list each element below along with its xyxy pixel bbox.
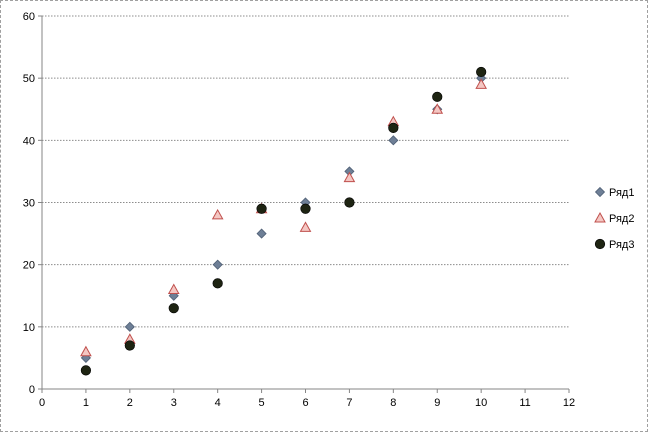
- y-tick-label: 10: [23, 322, 35, 334]
- data-point-series-3: [344, 197, 355, 208]
- data-point-series-2: [211, 208, 224, 220]
- data-point-series-3: [212, 278, 223, 289]
- data-point-series-3: [80, 365, 92, 376]
- x-tick-label: 5: [259, 397, 265, 409]
- x-tick-label: 3: [171, 397, 177, 409]
- legend-marker-series-3: [594, 238, 606, 250]
- data-point-series-2: [343, 171, 356, 183]
- y-tick-label: 40: [23, 135, 35, 147]
- data-point-series-1: [212, 259, 223, 270]
- x-tick-label: 10: [475, 397, 487, 409]
- y-tick-label: 30: [23, 198, 35, 210]
- data-point-series-2: [431, 103, 444, 114]
- y-tick-label: 20: [23, 260, 35, 272]
- legend-label: Ряд1: [609, 187, 634, 199]
- data-point-series-2: [475, 78, 488, 89]
- x-tick-label: 12: [563, 397, 575, 409]
- data-points: [80, 66, 488, 376]
- legend-marker-series-1: [594, 186, 606, 198]
- x-tick-label: 6: [302, 397, 308, 409]
- data-point-series-3: [300, 203, 311, 214]
- axes: [38, 15, 570, 393]
- legend: Ряд1 Ряд2 Ряд3: [594, 186, 634, 251]
- x-tick-label: 9: [434, 397, 440, 409]
- y-tick-label: 0: [29, 384, 35, 396]
- data-point-series-1: [124, 321, 135, 332]
- data-point-series-3: [168, 303, 179, 314]
- data-point-series-3: [432, 91, 443, 102]
- x-tick-label: 1: [83, 397, 89, 409]
- legend-label: Ряд3: [609, 239, 634, 251]
- x-tick-label: 8: [390, 397, 396, 409]
- y-tick-label: 60: [23, 11, 35, 23]
- x-tick-label: 7: [346, 397, 352, 409]
- data-point-series-3: [476, 66, 487, 78]
- legend-marker-series-2: [594, 211, 606, 223]
- data-point-series-2: [167, 283, 180, 295]
- data-point-series-2: [299, 221, 312, 232]
- y-tick-label: 50: [23, 73, 35, 85]
- gridlines: [42, 15, 569, 328]
- data-point-series-1: [388, 135, 399, 146]
- data-point-series-3: [256, 203, 267, 214]
- x-tick-label: 4: [215, 397, 221, 409]
- legend-label: Ряд2: [609, 213, 634, 225]
- data-point-series-3: [124, 340, 135, 351]
- x-tick-label: 11: [519, 397, 530, 409]
- x-tick-label: 2: [127, 397, 133, 409]
- x-tick-label: 0: [39, 397, 45, 409]
- data-point-series-3: [388, 122, 399, 133]
- data-point-series-2: [80, 345, 92, 357]
- data-point-series-1: [256, 228, 267, 239]
